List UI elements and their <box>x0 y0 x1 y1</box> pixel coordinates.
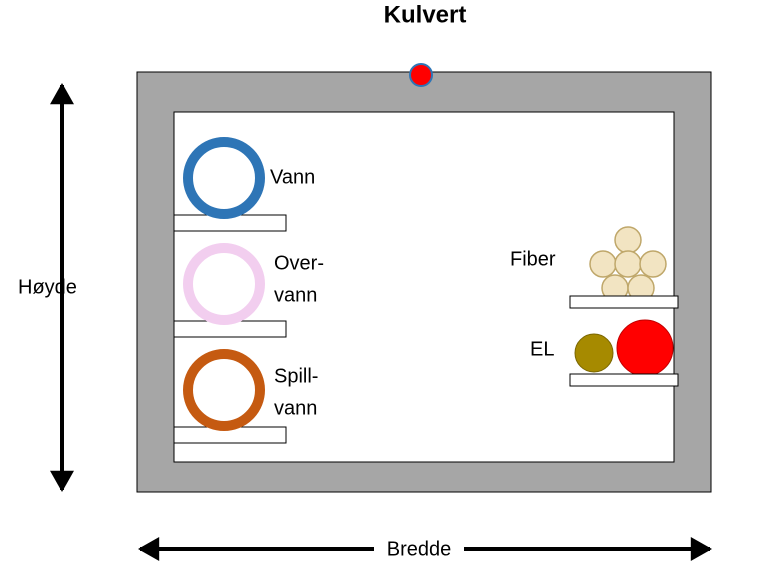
fiber-label: Fiber <box>510 248 556 270</box>
el-cable-small <box>575 334 613 372</box>
height-label: Høyde <box>18 276 77 298</box>
fiber-cable-1 <box>590 251 616 277</box>
pipe-vann <box>188 142 260 214</box>
el-shelf <box>570 374 678 386</box>
diagram-title: Kulvert <box>384 1 467 28</box>
fiber-cable-0 <box>615 227 641 253</box>
pipe-label-overvann: vann <box>274 284 317 306</box>
width-label: Bredde <box>387 538 452 560</box>
height-arrow-head-top <box>50 83 74 104</box>
height-arrow-head-bottom <box>50 471 74 492</box>
pipe-label-vann: Vann <box>270 166 315 188</box>
el-cable-large <box>617 320 673 376</box>
width-arrow-head-left <box>138 537 159 561</box>
pipe-spillvann <box>188 354 260 426</box>
fiber-cable-2 <box>615 251 641 277</box>
pipe-overvann <box>188 248 260 320</box>
pipe-label-spillvann: vann <box>274 397 317 419</box>
fiber-cable-3 <box>640 251 666 277</box>
svg-text:Over-: Over- <box>274 252 324 274</box>
fiber-shelf <box>570 296 678 308</box>
width-arrow-head-right <box>691 537 712 561</box>
el-label: EL <box>530 338 554 360</box>
svg-text:Spill-: Spill- <box>274 365 318 387</box>
top-marker-dot <box>410 64 432 86</box>
